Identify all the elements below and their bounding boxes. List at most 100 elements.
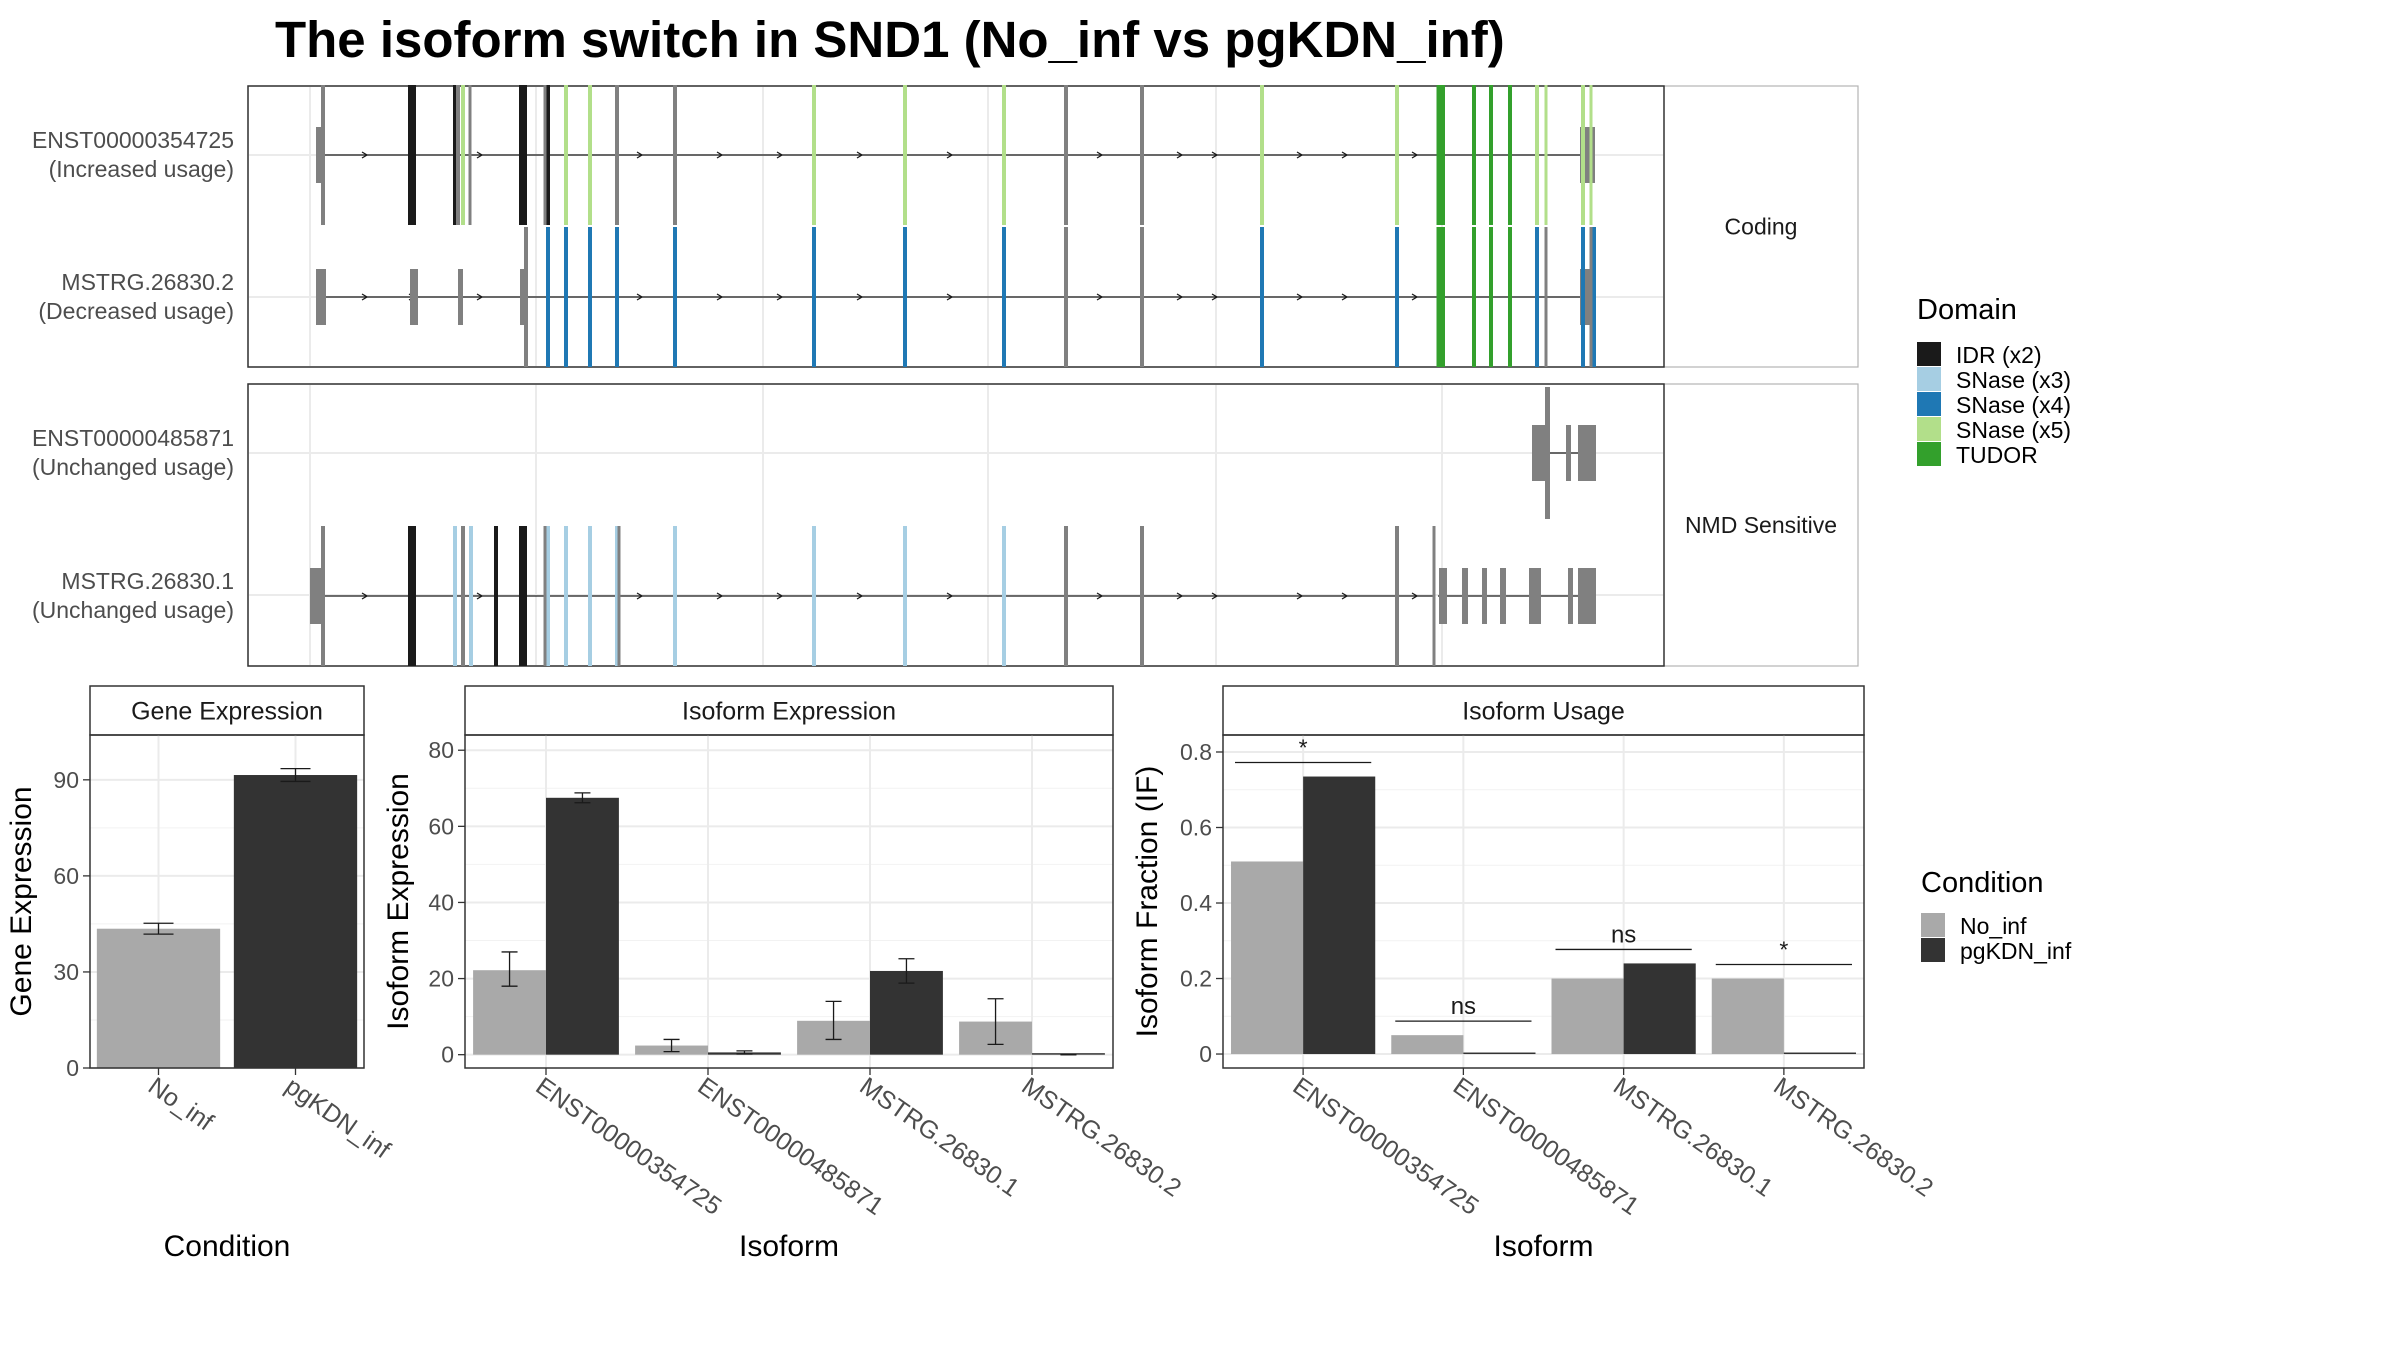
exon-block (519, 526, 527, 666)
exon-block (519, 85, 527, 225)
panel-border (247, 383, 1665, 667)
domain-legend-swatch (1917, 442, 1941, 466)
strand-arrow (1176, 151, 1184, 159)
strand-arrow (1411, 592, 1419, 600)
facet-frame (247, 383, 1859, 667)
exon-block (1395, 227, 1399, 367)
y-axis-title: Gene Expression (5, 786, 38, 1016)
facet-strip (1222, 685, 1865, 736)
y-tick-label: 60 (53, 863, 79, 889)
strand-arrow (1096, 293, 1104, 301)
exon-block (546, 85, 550, 225)
exon-block (1472, 227, 1476, 367)
utr-block (1462, 568, 1468, 624)
utr-block (1529, 568, 1541, 624)
exon-block (1064, 85, 1068, 225)
bar-pgKDN_inf-MSTRG.26830.1 (1623, 963, 1696, 1055)
exon-block (1535, 85, 1539, 225)
exon-block (1589, 227, 1593, 367)
exon-block (494, 526, 498, 666)
exon-block (1260, 227, 1264, 367)
strand-arrow (361, 592, 369, 600)
domain-legend-label: IDR (x2) (1956, 342, 2042, 368)
strand-arrow (1341, 592, 1349, 600)
exon-block (1544, 227, 1548, 367)
exon-block (812, 526, 816, 666)
exon-block (1436, 227, 1442, 367)
strand-arrow (1341, 293, 1349, 301)
strand-arrow (776, 592, 784, 600)
chart-title: Isoform Expression (682, 698, 896, 726)
strand-arrow (856, 293, 864, 301)
y-tick-label: 0.2 (1180, 966, 1212, 992)
y-tick-label: 60 (428, 813, 454, 839)
utr-block (1532, 425, 1546, 481)
bar-No_inf (96, 928, 221, 1068)
strand-arrow (776, 293, 784, 301)
strand-arrow (636, 151, 644, 159)
y-tick-label: 30 (53, 959, 79, 985)
bar-pgKDN_inf-ENST00000485871 (1463, 1052, 1536, 1055)
chart-title: Gene Expression (131, 698, 323, 726)
exon-block (1395, 85, 1399, 225)
exon-block (903, 85, 907, 225)
panel-border (464, 734, 1114, 1069)
domain-legend: Domain IDR (x2)SNase (x3)SNase (x4)SNase … (1917, 294, 2071, 468)
exon-block (1545, 387, 1550, 519)
utr-block (1578, 568, 1596, 624)
domain-legend-swatch (1917, 367, 1941, 391)
exon-block (1064, 227, 1068, 367)
bar-pgKDN_inf-ENST00000354725 (1303, 776, 1376, 1055)
exon-block (812, 227, 816, 367)
strand-arrow (776, 151, 784, 159)
exon-block (812, 85, 816, 225)
condition-legend-label: pgKDN_inf (1960, 938, 2072, 964)
bar-pgKDN_inf (233, 775, 358, 1068)
transcript-id-label: MSTRG.26830.2 (61, 269, 234, 295)
strand-arrow (1296, 293, 1304, 301)
utr-block (1439, 568, 1447, 624)
strand-arrow (361, 293, 369, 301)
strand-arrow (476, 293, 484, 301)
utr-block (310, 568, 322, 624)
domain-legend-label: TUDOR (1956, 442, 2038, 468)
domain-legend-swatch (1917, 417, 1941, 441)
strand-arrow (1211, 293, 1219, 301)
exon-block (1589, 85, 1593, 225)
bar-No_inf-MSTRG.26830.1 (1551, 978, 1624, 1055)
utr-block (1566, 425, 1571, 481)
domain-legend-label: SNase (x4) (1956, 392, 2071, 418)
exon-block (1432, 526, 1436, 666)
y-tick-label: 90 (53, 767, 79, 793)
exon-block (1441, 227, 1445, 367)
exon-block (1064, 526, 1068, 666)
exon-block (1544, 85, 1548, 225)
exon-block (1508, 227, 1512, 367)
exon-block (546, 227, 550, 367)
exon-block (321, 85, 325, 225)
exon-block (453, 526, 457, 666)
strand-arrow (476, 592, 484, 600)
significance-label: * (1779, 937, 1788, 963)
strand-arrow (1096, 592, 1104, 600)
exon-block (1260, 85, 1264, 225)
exon-block (461, 85, 465, 225)
bar-pgKDN_inf-MSTRG.26830.2 (1783, 1052, 1856, 1055)
exon-block (564, 227, 568, 367)
condition-legend-swatch (1921, 913, 1945, 937)
strand-arrow (946, 293, 954, 301)
exon-block (1395, 526, 1399, 666)
strand-arrow (1296, 151, 1304, 159)
exon-block (903, 526, 907, 666)
facet-strip-label: Coding (1725, 214, 1798, 240)
strand-arrow (716, 151, 724, 159)
x-axis-title: Condition (164, 1230, 291, 1263)
panel-border (89, 734, 365, 1069)
utr-block (1568, 568, 1573, 624)
strand-arrow (1096, 151, 1104, 159)
exon-block (1581, 85, 1585, 225)
exon-block (673, 227, 677, 367)
strand-arrow (946, 592, 954, 600)
strand-arrow (476, 151, 484, 159)
exon-block (588, 227, 592, 367)
